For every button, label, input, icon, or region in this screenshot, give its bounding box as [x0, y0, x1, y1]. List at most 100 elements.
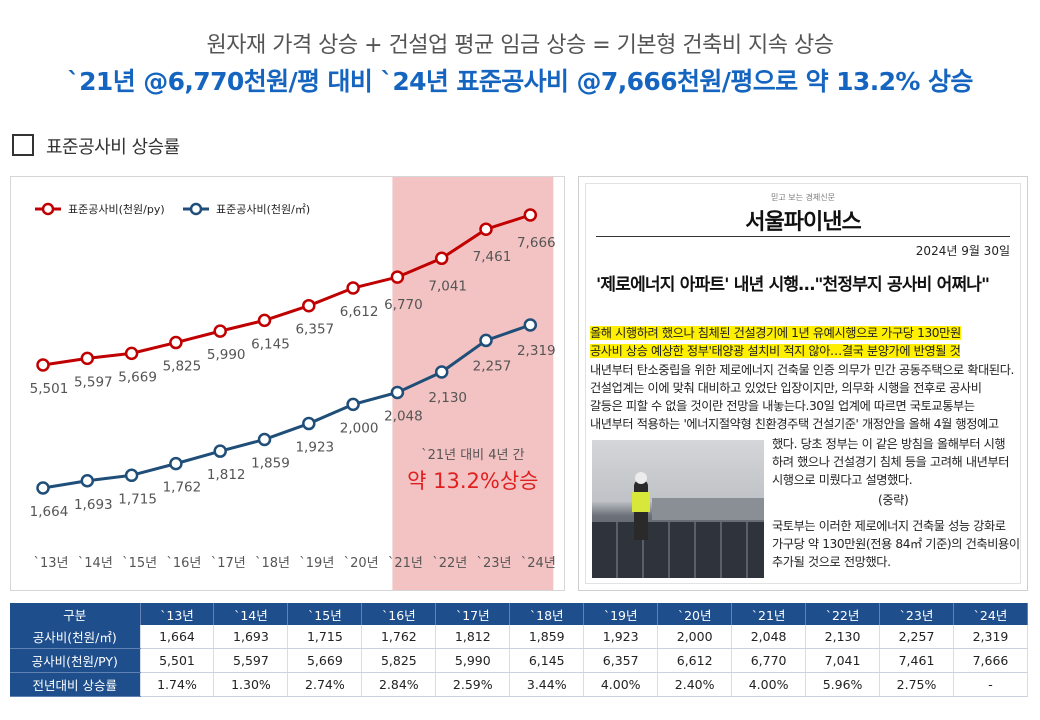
data-point — [80, 351, 95, 366]
article-headline: '제로에너지 아파트' 내년 시행…"천정부지 공사비 어쩌나" — [596, 275, 990, 295]
annotation-line-1: `21년 대비 4년 간 — [421, 448, 525, 463]
table-cell: 2,319 — [953, 625, 1029, 649]
x-tick-label: `23년 — [476, 556, 511, 571]
data-label: 2,000 — [340, 420, 379, 436]
table-cell: 2,048 — [731, 625, 807, 649]
legend-label: 표준공사비(천원/㎡) — [216, 202, 310, 216]
data-point — [479, 222, 493, 236]
data-point — [124, 468, 139, 483]
data-point — [80, 474, 95, 488]
data-label: 2,257 — [473, 358, 512, 374]
data-label: 7,461 — [473, 249, 512, 265]
table-row: 공사비(천원/PY) 5,501 5,597 5,669 5,825 5,990 6,145… — [10, 648, 1029, 673]
chart-panel: 5,501 5,597 5,669 5,825 5,990 6,145 6,357 6,612… — [10, 176, 565, 591]
highlight-line-2: 공사비 상승 예상한 정부'태양광 설치비 적지 않아…결국 분양가에 반영될 … — [590, 344, 961, 358]
side-line-3: 시행으로 미뤘다고 설명했다. — [772, 473, 913, 487]
headline-summary: `21년 @6,770천원/평 대비 `24년 표준공사비 @7,666천원/평… — [67, 67, 973, 96]
table-cell: 2,000 — [657, 625, 733, 649]
data-point — [124, 346, 139, 361]
table-cell: 2,130 — [805, 625, 881, 649]
table-row-label: 전년대비 상승률 — [10, 672, 141, 697]
table-header-row: 구분 `13년 `14년 `15년 `16년 `17년 `18년 `19년 `20년 `21년 `2… — [10, 603, 1029, 625]
table-cell: 7,041 — [805, 648, 881, 673]
data-point — [434, 365, 449, 379]
data-label: 5,825 — [163, 359, 202, 375]
table-cell: 1,812 — [435, 625, 511, 649]
x-tick-label: `17년 — [211, 556, 246, 571]
data-label: 5,501 — [30, 381, 69, 397]
x-tick-label: `13년 — [33, 556, 68, 571]
headline-formula: 원자재 가격 상승 + 건설업 평균 임금 상승 = 기본형 건축비 지속 상승 — [206, 33, 834, 58]
data-point — [213, 324, 227, 338]
data-point — [434, 251, 449, 266]
table-row: 전년대비 상승률 1.74% 1.30% 2.74% 2.84% 2.59% 3.44% 4.… — [10, 672, 1029, 697]
table-header-year: `24년 — [953, 603, 1029, 625]
table-header-year: `13년 — [140, 603, 215, 625]
data-point — [523, 208, 538, 222]
solar-panel-photo — [592, 440, 764, 578]
line-chart: 5,501 5,597 5,669 5,825 5,990 6,145 6,357 6,612… — [30, 177, 556, 590]
data-point — [479, 333, 493, 348]
data-label: 2,048 — [384, 408, 423, 424]
table-cell: 1,923 — [583, 625, 659, 649]
data-point — [36, 481, 50, 495]
data-point — [302, 416, 316, 431]
x-tick-label: `14년 — [78, 556, 113, 571]
section-label: 표준공사비 상승률 — [46, 137, 180, 158]
table-header-year: `16년 — [361, 603, 437, 625]
table-cell: 4.00% — [731, 672, 807, 697]
table-cell: 1.30% — [213, 672, 289, 697]
x-tick-label: `19년 — [299, 556, 334, 571]
table-cell: 7,461 — [879, 648, 954, 673]
news-clipping: 믿고 보는 경제신문 서울파이낸스 2024년 9월 30일 '제로에너지 아파… — [578, 176, 1028, 591]
data-label: 7,041 — [428, 278, 467, 294]
table-cell: 1,693 — [213, 625, 289, 649]
data-label: 1,859 — [251, 455, 290, 471]
news-frame: 믿고 보는 경제신문 서울파이낸스 2024년 9월 30일 '제로에너지 아파… — [585, 183, 1021, 584]
data-point — [36, 358, 50, 372]
data-label: 1,812 — [207, 467, 246, 483]
side-line-1: 했다. 당초 정부는 이 같은 방침을 올해부터 시행 — [772, 437, 1006, 451]
body-line-1: 내년부터 탄소중립을 위한 제로에너지 건축물 인증 의무가 민간 공동주택으로… — [590, 363, 1014, 377]
data-point — [213, 444, 227, 458]
table-cell: 2.74% — [287, 672, 363, 697]
legend-label: 표준공사비(천원/py) — [68, 202, 165, 216]
data-point — [169, 456, 183, 471]
table-cell: 1,715 — [287, 625, 363, 649]
table-header-year: `19년 — [583, 603, 659, 625]
table-cell: 2.75% — [879, 672, 954, 697]
table-cell: 1,664 — [140, 625, 215, 649]
table-cell: 6,612 — [657, 648, 733, 673]
data-label: 5,597 — [74, 374, 113, 390]
table-cell: 1,859 — [509, 625, 585, 649]
x-tick-label: `15년 — [122, 556, 157, 571]
data-label: 5,669 — [118, 369, 157, 385]
data-label: 2,130 — [428, 390, 467, 406]
data-label: 5,990 — [207, 347, 246, 363]
table-cell: 2.59% — [435, 672, 511, 697]
data-point — [169, 335, 183, 350]
table-header-year: `17년 — [435, 603, 511, 625]
data-point — [302, 298, 316, 313]
data-label: 2,319 — [517, 343, 556, 359]
data-point — [257, 313, 272, 328]
data-label: 6,770 — [384, 297, 423, 313]
body-line-4: 내년부터 적용하는 '에너지절약형 친환경주택 건설기준' 개정안을 올해 4월… — [590, 417, 999, 431]
paper-name: 서울파이낸스 — [745, 210, 861, 235]
article-date: 2024년 9월 30일 — [915, 244, 1010, 258]
table-cell: 6,770 — [731, 648, 807, 673]
tail-line-1: 국토부는 이러한 제로에너지 건축물 성능 강화로 — [772, 519, 1006, 533]
side-line-2: 하려 했으나 건설경기 침체 등을 고려해 내년부터 — [772, 455, 1010, 469]
series-line-1 — [42, 213, 531, 367]
data-label: 6,357 — [295, 322, 334, 338]
table-cell: 5,990 — [435, 648, 511, 673]
table-cell: 1,762 — [361, 625, 437, 649]
data-label: 1,762 — [163, 480, 202, 496]
table-cell: - — [953, 672, 1029, 697]
ellipsis-text: (중략) — [878, 493, 909, 507]
section-title: 표준공사비 상승률 — [12, 133, 180, 159]
table-cell: 6,145 — [509, 648, 585, 673]
tail-line-2: 가구당 약 130만원(전용 84㎡ 기준)의 건축비용이 — [772, 537, 1020, 551]
table-cell: 5,825 — [361, 648, 437, 673]
series-line-2 — [42, 323, 531, 490]
